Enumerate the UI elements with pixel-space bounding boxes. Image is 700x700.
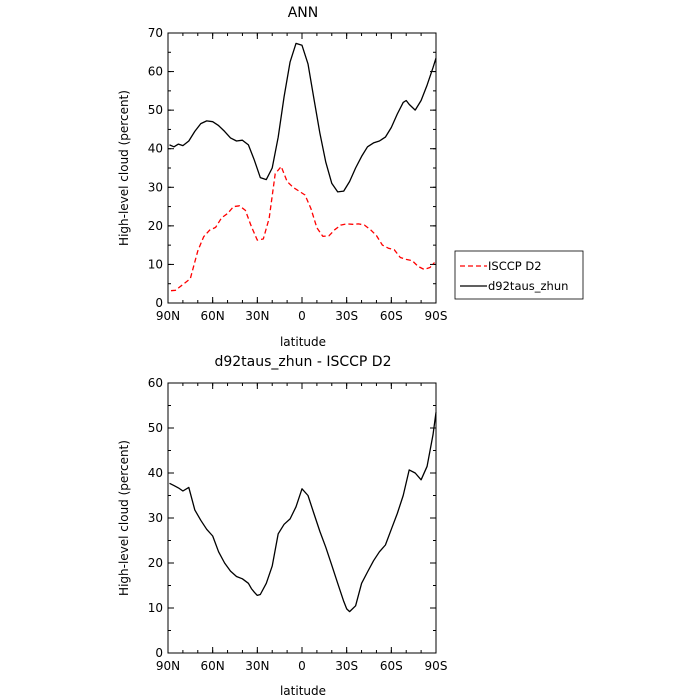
bottom-chart-x-tick-label: 90N (156, 659, 180, 673)
bottom-chart-y-tick-label: 20 (148, 556, 163, 570)
bottom-chart-x-tick-label: 30S (335, 659, 358, 673)
bottom-chart-x-tick-label: 90S (425, 659, 448, 673)
top-chart-panel: ANN High-level cloud (percent) latitude … (117, 5, 447, 349)
top-chart-title: ANN (288, 5, 319, 21)
top-chart-x-tick-label: 90S (425, 309, 448, 323)
top-chart-y-tick-label: 20 (148, 219, 163, 233)
bottom-chart-y-tick-label: 0 (155, 646, 163, 660)
bottom-chart-y-tick-label: 10 (148, 601, 163, 615)
top-chart-series-lines (169, 42, 437, 292)
top-chart-y-tick-label: 0 (155, 296, 163, 310)
bottom-chart-plot-frame (167, 382, 437, 654)
top-chart-x-tick-label: 90N (156, 309, 180, 323)
bottom-chart-y-tick-label: 40 (148, 466, 163, 480)
legend-box (454, 250, 584, 300)
bottom-chart-panel: d92taus_zhun - ISCCP D2 High-level cloud… (117, 354, 447, 698)
top-chart-x-tick-label: 0 (298, 309, 306, 323)
top-chart-series-isccp-d2 (170, 165, 435, 292)
bottom-chart-series-difference (169, 412, 437, 613)
bottom-chart-x-tick-label: 60S (380, 659, 403, 673)
legend: ISCCP D2 d92taus_zhun (454, 250, 584, 300)
top-chart-x-tick-label: 60S (380, 309, 403, 323)
bottom-chart-y-axis-label: High-level cloud (percent) (117, 440, 131, 596)
top-chart-ticks: 0 10 20 30 40 50 60 70 90N 60N 30N 0 30S 60S 90S (148, 26, 448, 323)
top-chart-y-tick-label: 30 (148, 180, 163, 194)
bottom-chart-x-tick-label: 60N (201, 659, 225, 673)
legend-label-isccp-d2: ISCCP D2 (488, 259, 542, 273)
top-chart-series-d92taus-zhun (169, 42, 437, 193)
bottom-chart-x-tick-label: 0 (298, 659, 306, 673)
top-chart-x-axis-label: latitude (280, 335, 326, 349)
bottom-chart-x-tick-label: 30N (245, 659, 269, 673)
bottom-chart-x-axis-label: latitude (280, 684, 326, 698)
bottom-chart-y-tick-label: 30 (148, 511, 163, 525)
top-chart-y-tick-label: 10 (148, 257, 163, 271)
bottom-chart-y-tick-label: 50 (148, 421, 163, 435)
top-chart-y-axis-label: High-level cloud (percent) (117, 90, 131, 246)
top-chart-plot-frame (167, 32, 437, 304)
top-chart-x-tick-label: 30S (335, 309, 358, 323)
top-chart-x-tick-label: 30N (245, 309, 269, 323)
bottom-chart-title: d92taus_zhun - ISCCP D2 (214, 354, 391, 370)
top-chart-y-tick-label: 60 (148, 65, 163, 79)
top-chart-y-tick-label: 40 (148, 142, 163, 156)
legend-label-d92taus-zhun: d92taus_zhun (488, 279, 568, 293)
bottom-chart-ticks: 0 10 20 30 40 50 60 90N 60N 30N 0 30S 60S 90S (148, 376, 448, 673)
bottom-chart-y-tick-label: 60 (148, 376, 163, 390)
top-chart-y-tick-label: 50 (148, 103, 163, 117)
top-chart-x-tick-label: 60N (201, 309, 225, 323)
top-chart-y-tick-label: 70 (148, 26, 163, 40)
bottom-chart-series-lines (169, 412, 437, 613)
